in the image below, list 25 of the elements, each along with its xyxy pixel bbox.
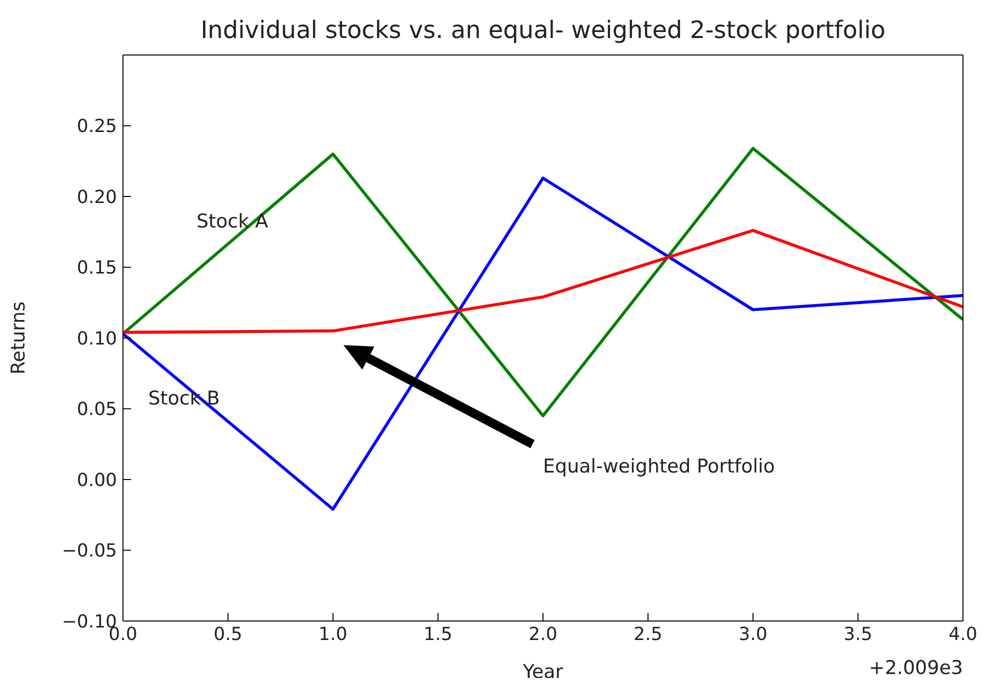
x-tick-label: 1.0 xyxy=(318,624,348,645)
y-tick-label: 0.05 xyxy=(76,399,117,420)
annotation: Equal-weighted Portfolio xyxy=(543,455,775,478)
x-tick-label: 2.5 xyxy=(634,624,662,645)
y-tick-label: 0.25 xyxy=(76,116,117,138)
x-tick-label: 1.5 xyxy=(424,624,452,645)
chart-title: Individual stocks vs. an equal- weighted 2-stock portfolio xyxy=(200,16,886,44)
y-tick-label: −0.05 xyxy=(62,540,117,562)
x-tick-label: 2.0 xyxy=(528,624,558,645)
y-tick-label: 0.10 xyxy=(76,328,117,350)
y-tick-label: 0.00 xyxy=(76,470,117,491)
x-tick-label: 3.5 xyxy=(844,624,872,645)
line-series xyxy=(123,146,963,418)
y-tick-label: 0.15 xyxy=(76,258,117,279)
x-axis-title: Year xyxy=(522,661,564,683)
series-label: Stock B xyxy=(148,388,220,410)
x-tick-label: 4.0 xyxy=(948,624,978,645)
y-axis-title: Returns xyxy=(8,302,30,374)
line-series xyxy=(123,228,963,334)
line-series xyxy=(123,176,963,511)
text: +2.009e3 xyxy=(868,657,963,679)
series-label: Stock A xyxy=(196,210,268,233)
x-tick-label: 0.5 xyxy=(214,624,242,645)
y-tick-label: 0.20 xyxy=(76,186,117,208)
x-tick-label: 3.0 xyxy=(738,624,768,645)
